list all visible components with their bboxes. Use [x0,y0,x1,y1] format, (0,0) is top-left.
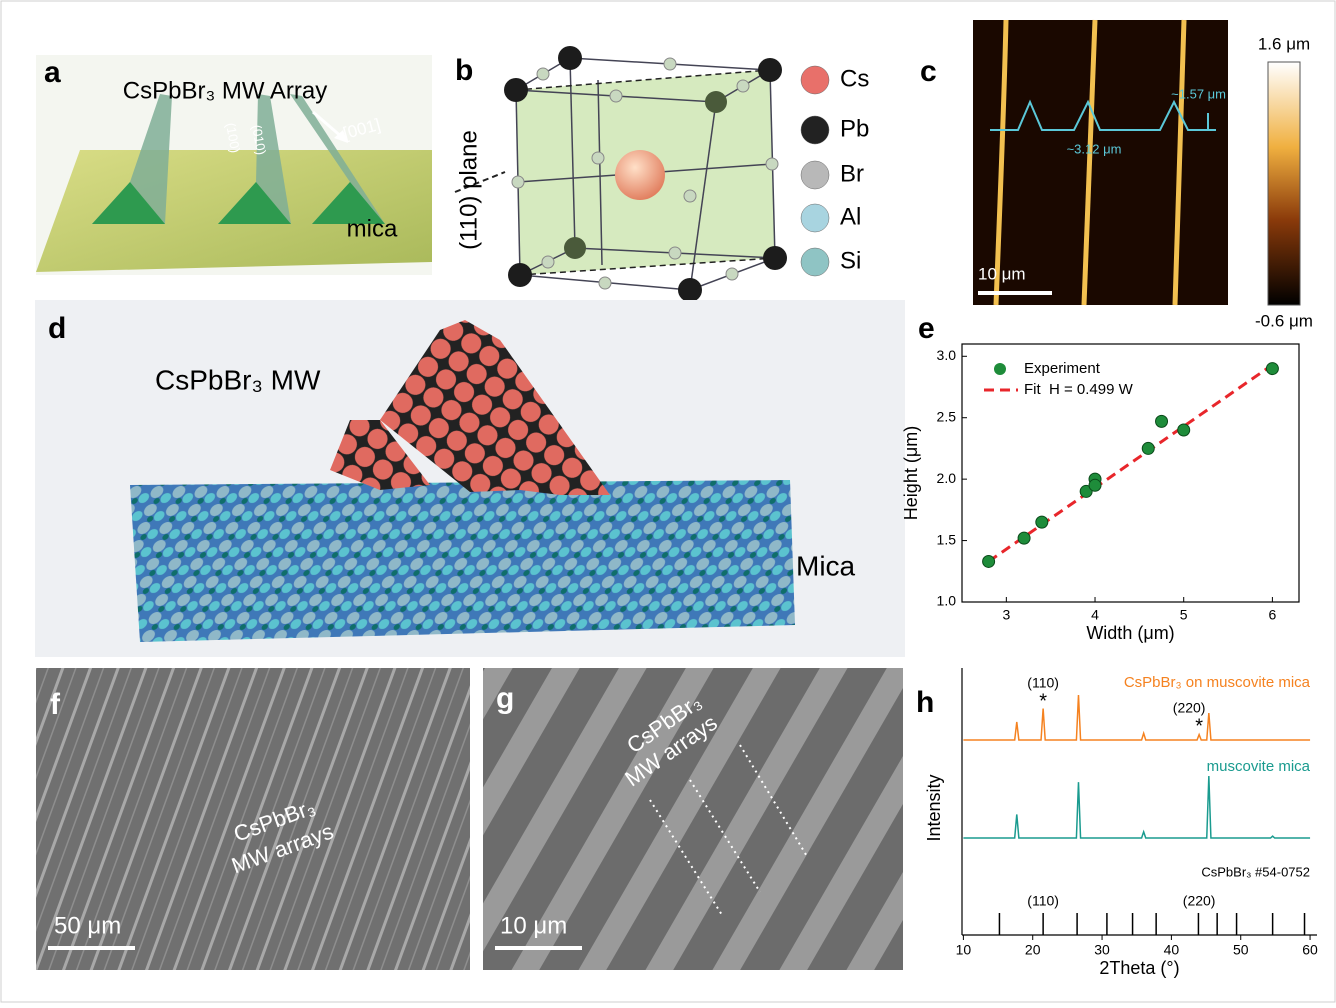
panel-label: g [496,682,514,715]
page: a CsPbBr₃ MW Array (100) (010) [001] mic… [0,0,1336,1003]
peak-annotation: (110) [1027,893,1059,909]
substrate-label: Mica [796,550,856,581]
legend-label: Cs [840,65,869,92]
panel-f: f CsPbBr₃ MW arrays 50 μm [36,668,470,970]
x-tick-label: 20 [1025,942,1041,958]
mica-slab [130,480,795,642]
x-tick-label: 5 [1180,607,1188,623]
scale-label: 10 μm [978,264,1026,283]
series-label: CsPbBr₃ on muscovite mica [1124,674,1311,691]
colorbar [1268,62,1300,305]
atom [615,150,665,200]
data-point [1178,424,1190,436]
y-tick-label: 1.5 [937,531,957,547]
panel-label: c [920,55,937,88]
legend-swatch [801,204,829,232]
data-point [1036,516,1048,528]
data-point [1018,532,1030,544]
colorbar-min: -0.6 μm [1255,311,1313,330]
legend-label: Pb [840,115,869,142]
legend-label: Experiment [1024,360,1101,377]
scale-label: 10 μm [500,912,567,939]
colorbar-max: 1.6 μm [1258,34,1310,53]
plane-label: (110) plane [455,130,482,250]
x-tick-label: 60 [1302,942,1318,958]
panel-d: d CsPbBr₃ MW Mica [35,300,905,657]
legend-label: Si [840,247,861,274]
peak-annotation: (220) [1183,893,1216,909]
data-point [1266,363,1278,375]
wire-label: CsPbBr₃ MW [155,364,321,395]
y-axis-label: Height (μm) [901,426,921,520]
panel-label: d [48,312,66,345]
x-tick-label: 40 [1164,942,1180,958]
figure: a CsPbBr₃ MW Array (100) (010) [001] mic… [0,0,1336,1003]
legend-label: Fit H = 0.499 W [1024,381,1134,398]
legend-swatch [801,116,829,144]
y-tick-label: 2.5 [937,408,957,424]
legend-swatch [801,66,829,94]
panel-label: h [916,686,934,719]
panel-label: a [44,56,61,89]
x-tick-label: 3 [1002,607,1010,623]
panel-title: CsPbBr₃ MW Array [123,77,327,104]
x-tick-label: 10 [956,942,972,958]
panel-label: e [918,312,935,345]
substrate-label: mica [347,215,398,242]
legend-swatch [801,248,829,276]
y-axis-label: Intensity [924,774,944,841]
afm-image [973,20,1228,305]
panel-a: a CsPbBr₃ MW Array (100) (010) [001] mic… [36,55,432,275]
x-tick-label: 4 [1091,607,1099,623]
panel-label: f [50,688,61,721]
panel-g: g CsPbBr₃ MW arrays 10 μm [483,668,903,970]
data-point [1142,442,1154,454]
panel-label: b [455,54,473,87]
x-tick-label: 6 [1268,607,1276,623]
y-tick-label: 2.0 [937,470,957,486]
peak-annotation: (110) [1027,675,1059,691]
data-point [1089,479,1101,491]
x-tick-label: 30 [1094,942,1110,958]
x-tick-label: 50 [1233,942,1249,958]
legend-swatch [801,161,829,189]
x-axis-label: Width (μm) [1086,623,1174,643]
peak-annotation: * [1039,690,1047,712]
data-point [1156,415,1168,427]
peak-annotation: (220) [1173,700,1206,716]
legend-label: Br [840,160,864,187]
y-tick-label: 1.0 [937,593,957,609]
series-label: muscovite mica [1207,758,1311,775]
width-label: ~3.12 μm [1067,141,1122,156]
height-label: ~1.57 μm [1171,86,1226,101]
scale-label: 50 μm [54,912,121,939]
peak-annotation: * [1195,715,1203,737]
series-label: CsPbBr₃ #54-0752 [1201,864,1310,879]
data-point [983,555,995,567]
legend-label: Al [840,203,861,230]
y-tick-label: 3.0 [937,347,957,363]
legend-marker [994,363,1006,375]
x-axis-label: 2Theta (°) [1099,958,1179,978]
